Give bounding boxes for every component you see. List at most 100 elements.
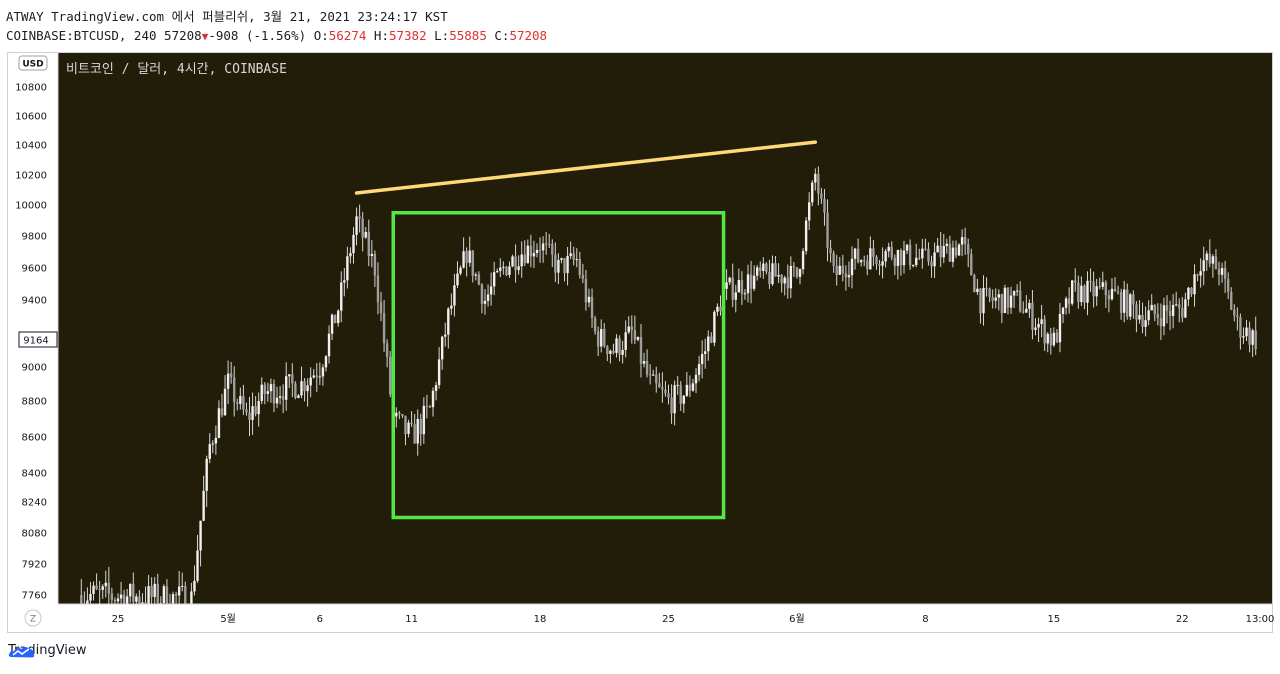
candle-body-138 — [502, 266, 505, 268]
candle-body-235 — [798, 269, 802, 277]
candle-body-101 — [388, 356, 392, 395]
price-tick-1: 10600 — [15, 112, 47, 123]
candle-body-229 — [780, 274, 783, 284]
candle-body-207 — [713, 311, 716, 343]
candle-body-5 — [95, 585, 98, 590]
candle-body-110 — [416, 419, 419, 444]
candle-body-325 — [1074, 280, 1077, 283]
candle-body-119 — [444, 334, 447, 337]
candle-body-332 — [1095, 286, 1098, 297]
candle-body-275 — [921, 248, 924, 259]
candle-body-361 — [1184, 299, 1187, 318]
candle-body-287 — [957, 244, 961, 256]
candle-body-175 — [615, 338, 618, 353]
candle-body-11 — [113, 600, 117, 602]
candle-body-198 — [685, 384, 689, 396]
candle-body-112 — [422, 405, 426, 435]
candle-body-114 — [428, 406, 432, 408]
candle-body-305 — [1012, 291, 1016, 296]
candle-body-221 — [755, 267, 759, 276]
price-tick-3: 10200 — [15, 171, 47, 182]
candle-body-147 — [529, 245, 533, 257]
candle-body-224 — [765, 263, 768, 272]
candle-body-84 — [337, 310, 340, 324]
candle-body-374 — [1223, 268, 1227, 279]
candle-body-99 — [382, 313, 386, 344]
candle-body-71 — [297, 395, 300, 399]
price-axis-ticks: 10800 10600 10400 10200 10000 9800 9600 9400 900… — [15, 83, 47, 602]
price-chart[interactable]: 비트코인 / 달러, 4시간, COINBASE USD 10800106001… — [0, 0, 1280, 640]
time-tick-10: 13:00 — [1246, 614, 1275, 625]
candle-body-321 — [1061, 307, 1065, 314]
candle-body-187 — [652, 374, 655, 376]
candle-body-0 — [80, 595, 83, 611]
candle-body-253 — [853, 248, 857, 259]
candle-body-246 — [832, 253, 835, 266]
candle-body-109 — [413, 424, 416, 444]
candle-body-176 — [618, 338, 621, 355]
candle-body-177 — [621, 349, 624, 355]
candle-body-95 — [370, 253, 374, 257]
candle-body-53 — [242, 396, 245, 410]
candle-body-359 — [1178, 304, 1181, 309]
candle-body-345 — [1135, 304, 1138, 320]
candle-body-172 — [606, 345, 609, 354]
candle-body-320 — [1058, 313, 1062, 343]
candle-body-342 — [1126, 289, 1129, 317]
candle-body-59 — [260, 384, 263, 402]
candle-body-248 — [838, 265, 841, 275]
price-tick-9: 8800 — [22, 397, 47, 408]
candle-body-80 — [324, 356, 328, 368]
candle-body-91 — [358, 216, 361, 219]
candle-body-215 — [737, 280, 741, 293]
currency-badge — [18, 55, 48, 71]
candle-body-317 — [1049, 333, 1052, 346]
candle-body-206 — [710, 336, 713, 343]
candle-body-135 — [492, 272, 496, 287]
candle-body-249 — [841, 265, 845, 274]
candle-body-100 — [385, 343, 389, 357]
candle-body-349 — [1147, 310, 1150, 321]
close-label: C: — [494, 28, 510, 43]
candle-body-4 — [92, 585, 95, 594]
candle-body-384 — [1254, 330, 1257, 350]
open-label: O: — [313, 28, 329, 43]
candle-body-15 — [125, 596, 129, 611]
price-tick-11: 8400 — [22, 469, 47, 480]
time-tick-7: 8 — [922, 614, 928, 625]
candle-body-166 — [587, 296, 591, 303]
candle-body-219 — [749, 274, 753, 289]
candle-body-208 — [716, 306, 719, 312]
candle-body-151 — [541, 243, 545, 251]
candle-body-165 — [584, 278, 588, 303]
candle-body-149 — [535, 249, 539, 254]
candle-body-79 — [321, 367, 325, 377]
candle-body-335 — [1104, 282, 1108, 296]
candle-body-262 — [881, 261, 884, 266]
candle-body-190 — [661, 387, 664, 390]
low-label: L: — [434, 28, 450, 43]
candle-body-158 — [563, 258, 566, 274]
candle-body-277 — [927, 248, 930, 262]
candle-body-127 — [468, 250, 471, 263]
candle-body-125 — [462, 251, 465, 268]
time-axis-ticks: 25 5월 6 11 18 25 6월 8 15 22 13:00 — [112, 613, 1275, 625]
candle-body-233 — [792, 266, 796, 268]
price-tick-8: 9000 — [22, 363, 47, 374]
candle-body-128 — [471, 250, 474, 276]
candle-body-40 — [202, 490, 205, 521]
candle-body-356 — [1168, 310, 1172, 316]
time-tick-2: 6 — [317, 614, 323, 625]
candle-body-181 — [633, 330, 637, 340]
candle-body-66 — [281, 396, 285, 400]
candle-body-284 — [948, 243, 952, 262]
candle-body-106 — [404, 415, 407, 434]
candle-body-355 — [1165, 305, 1169, 311]
candle-body-93 — [364, 231, 367, 238]
candle-body-185 — [645, 361, 649, 375]
candle-body-312 — [1034, 327, 1037, 330]
candle-body-32 — [177, 586, 181, 596]
candle-body-152 — [544, 243, 548, 245]
candle-body-220 — [752, 275, 756, 289]
candle-body-69 — [291, 374, 294, 384]
